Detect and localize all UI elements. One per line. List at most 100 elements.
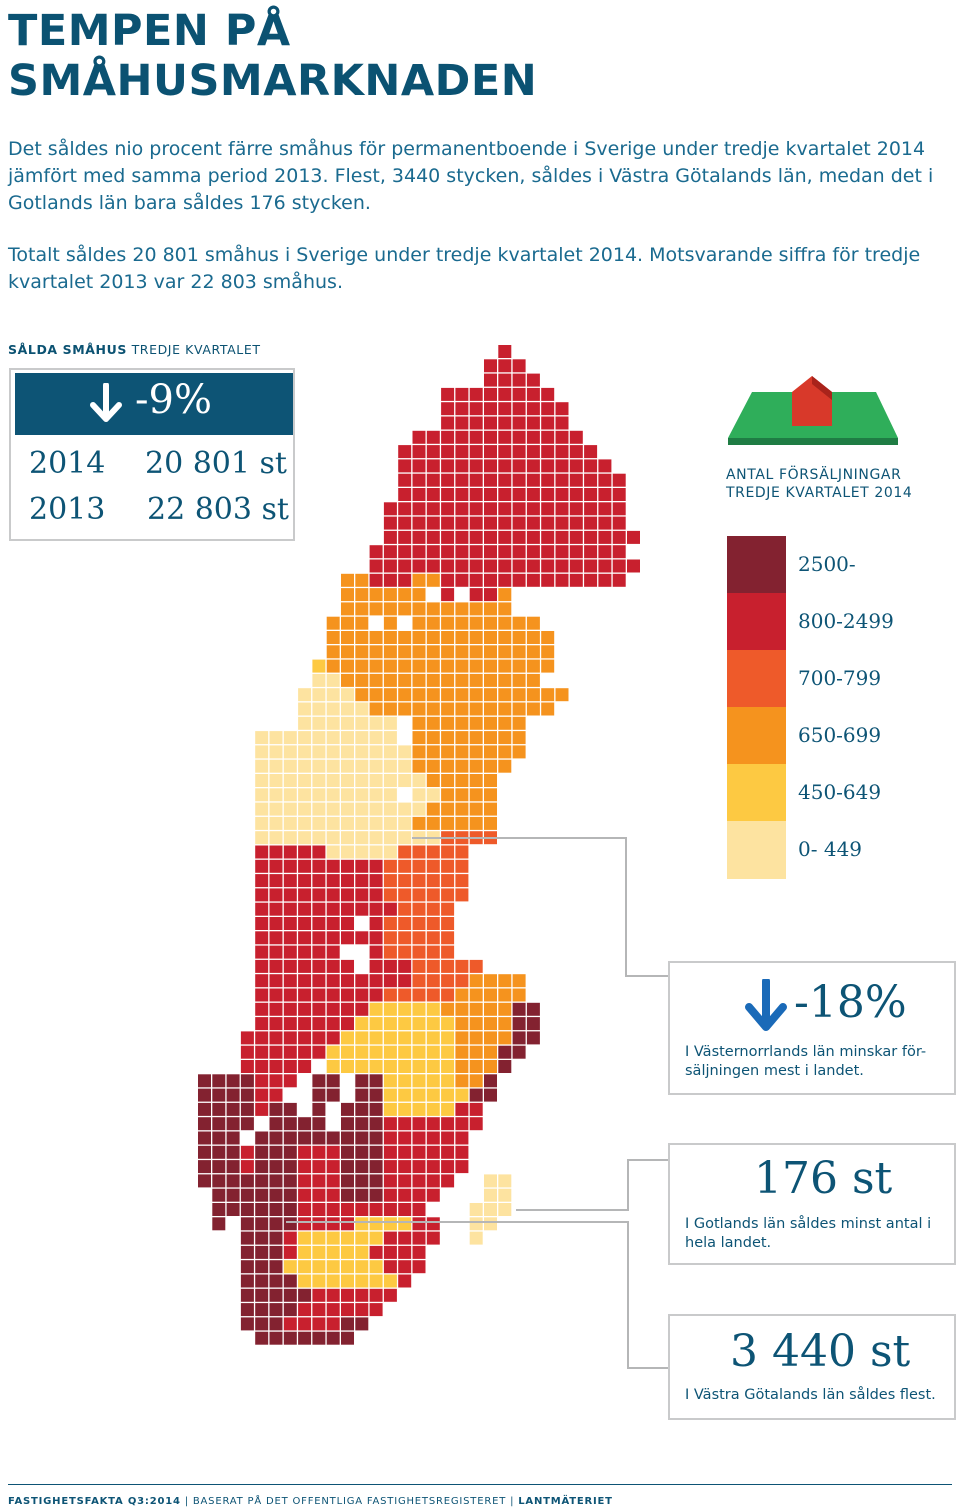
map-tile	[426, 731, 440, 745]
map-tile	[469, 387, 483, 401]
map-tile	[455, 545, 469, 559]
map-tile	[512, 416, 526, 430]
map-tile	[469, 631, 483, 644]
map-tile	[341, 788, 354, 802]
map-tile	[326, 1088, 340, 1102]
map-tile	[412, 774, 426, 787]
map-tile	[412, 759, 426, 773]
map-tile	[512, 688, 526, 702]
map-tile	[584, 573, 598, 587]
map-tile	[383, 888, 397, 902]
map-tile	[441, 902, 455, 916]
map-tile	[412, 874, 426, 888]
map-tile	[326, 945, 340, 959]
map-tile	[455, 459, 469, 473]
map-tile	[269, 945, 283, 959]
map-tile	[383, 1060, 397, 1073]
map-tile	[469, 759, 483, 773]
map-tile	[469, 1045, 483, 1059]
map-tile	[355, 659, 369, 673]
map-tile	[269, 931, 283, 945]
map-tile	[355, 902, 369, 916]
map-tile	[412, 1088, 426, 1102]
map-tile	[412, 588, 426, 602]
footer-middle: BASERAT PÅ DET OFFENTLIGA FASTIGHETSREGI…	[192, 1496, 507, 1507]
map-tile	[398, 1060, 412, 1073]
map-tile	[269, 1245, 283, 1259]
map-tile	[426, 1060, 440, 1073]
map-tile	[512, 488, 526, 501]
map-tile	[355, 745, 369, 759]
map-tile	[240, 1288, 254, 1302]
map-tile	[383, 745, 397, 759]
map-tile	[326, 688, 340, 702]
map-tile	[526, 559, 540, 573]
map-tile	[383, 731, 397, 745]
map-tile	[298, 831, 312, 845]
map-tile	[255, 1217, 269, 1231]
map-tile	[355, 774, 369, 787]
map-tile	[426, 859, 440, 873]
map-tile	[484, 445, 497, 459]
map-tile	[398, 1245, 412, 1259]
map-tile	[369, 931, 383, 945]
map-tile	[341, 673, 354, 687]
map-tile	[383, 516, 397, 530]
map-tile	[512, 459, 526, 473]
map-tile	[341, 845, 354, 859]
map-tile	[484, 631, 497, 644]
map-tile	[441, 816, 455, 830]
map-tile	[441, 673, 455, 687]
map-tile	[555, 445, 569, 459]
map-tile	[326, 1303, 340, 1317]
legend-title: ANTAL FÖRSÄLJNINGAR TREDJE KVARTALET 201…	[726, 466, 960, 502]
map-tile	[412, 1131, 426, 1145]
map-tile	[240, 1174, 254, 1188]
map-tile	[484, 1060, 497, 1073]
map-tile	[469, 688, 483, 702]
map-tile	[612, 502, 626, 516]
map-tile	[484, 387, 497, 401]
map-tile	[498, 488, 512, 501]
map-tile	[383, 1260, 397, 1274]
map-tile	[455, 816, 469, 830]
map-tile	[369, 959, 383, 973]
map-tile	[341, 659, 354, 673]
map-tile	[541, 516, 555, 530]
map-tile	[412, 545, 426, 559]
map-tile	[455, 673, 469, 687]
map-tile	[426, 516, 440, 530]
map-tile	[526, 545, 540, 559]
map-tile	[541, 473, 555, 487]
map-tile	[298, 917, 312, 930]
map-tile	[455, 416, 469, 430]
map-tile	[526, 430, 540, 444]
map-tile	[569, 530, 583, 544]
map-tile	[269, 917, 283, 930]
callout-big-3: 3 440 st	[730, 1326, 911, 1377]
map-tile	[369, 1217, 383, 1231]
map-tile	[326, 788, 340, 802]
map-tile	[612, 573, 626, 587]
map-tile	[412, 516, 426, 530]
summary-year-2013: 2013	[29, 492, 106, 527]
map-tile	[355, 688, 369, 702]
map-tile	[255, 988, 269, 1002]
map-tile	[269, 1217, 283, 1231]
map-tile	[441, 888, 455, 902]
map-tile	[426, 1217, 440, 1231]
map-tile	[383, 545, 397, 559]
map-tile	[569, 545, 583, 559]
map-tile	[355, 788, 369, 802]
map-tile	[383, 1031, 397, 1045]
map-tile	[455, 859, 469, 873]
map-tile	[269, 888, 283, 902]
map-tile	[455, 959, 469, 973]
map-tile	[498, 988, 512, 1002]
map-tile	[612, 530, 626, 544]
map-tile	[512, 473, 526, 487]
map-tile	[498, 1174, 512, 1188]
map-tile	[198, 1088, 211, 1102]
map-tile	[398, 745, 412, 759]
map-tile	[198, 1117, 211, 1131]
